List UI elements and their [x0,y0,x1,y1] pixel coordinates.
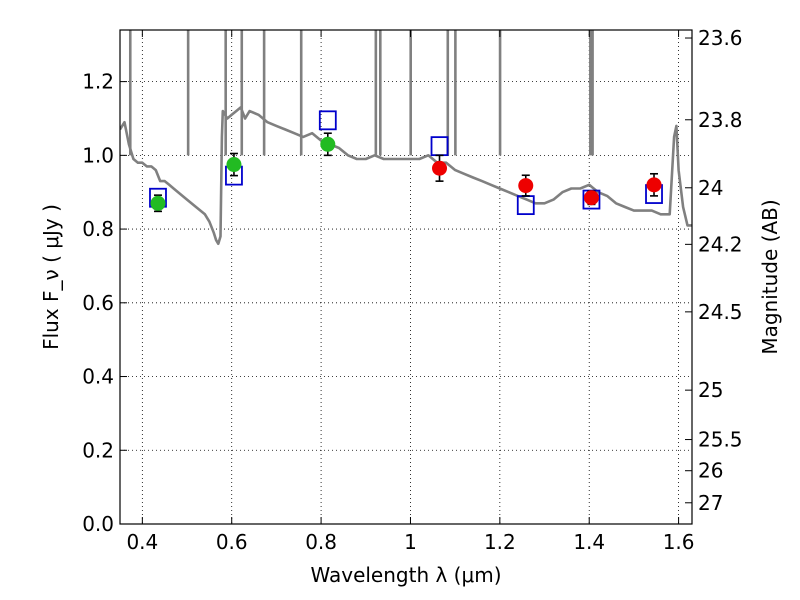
x-tick-label: 1.6 [663,530,695,554]
model-photometry-square [430,136,449,157]
observed-flux-point [583,190,599,206]
y-tick-label: 0.6 [82,291,114,315]
plot-area [120,30,692,246]
y2-tick-label: 27 [698,491,723,515]
observed-flux-point [320,136,336,152]
observed-flux-point [150,195,166,211]
model-photometry-square [318,110,337,131]
y-tick-label: 0.2 [82,438,114,462]
observed-flux-point [646,177,662,193]
x-tick-label: 1.2 [484,530,516,554]
axis-ticks: 0.4 0.6 0.8 1 1.2 1.4 1.6 0.0 0.2 0.4 0.6 0.8 1.0 1.2… [82,26,742,554]
x-tick-label: 1 [404,530,417,554]
y2-tick-label: 23.6 [698,26,743,50]
sed-model-line [120,106,692,246]
y2-tick-label: 26 [698,459,723,483]
observed-flux-point [432,160,448,176]
y2-tick-label: 25.5 [698,428,743,452]
x-tick-label: 0.8 [305,530,337,554]
y2-tick-label: 24 [698,176,723,200]
y-axis-label: Flux F_ν ( μJy ) [39,204,63,350]
y2-tick-label: 24.5 [698,300,743,324]
x-axis-label: Wavelength λ (μm) [310,563,501,587]
y2-tick-label: 23.8 [698,108,743,132]
plot-frame [119,29,693,525]
grid-lines [120,30,692,525]
y-tick-label: 0.8 [82,217,114,241]
y2-axis-label: Magnitude (AB) [758,199,782,354]
observed-flux-point [226,157,242,173]
y2-tick-label: 24.2 [698,232,743,256]
x-tick-label: 0.6 [216,530,248,554]
observed-flux-point [518,178,534,194]
y-tick-label: 0.4 [82,365,114,389]
x-tick-label: 1.4 [573,530,605,554]
x-tick-label: 0.4 [126,530,158,554]
y-tick-label: 1.2 [82,70,114,94]
y-tick-label: 1.0 [82,143,114,167]
y-tick-label: 0.0 [82,512,114,536]
y2-tick-label: 25 [698,378,723,402]
